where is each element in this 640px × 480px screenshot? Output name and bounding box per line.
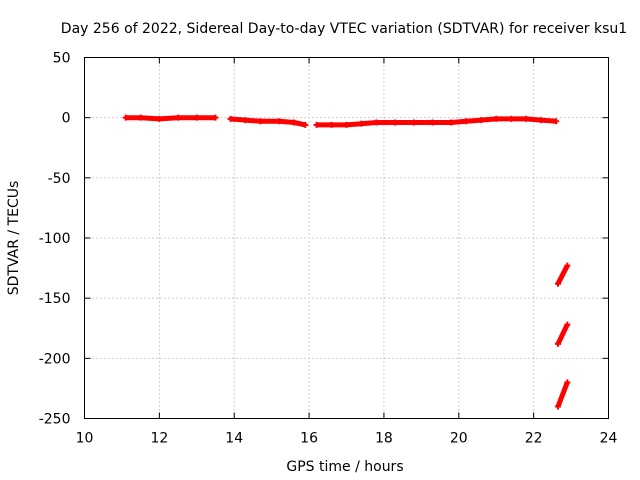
y-tick-label: -150 (39, 291, 71, 307)
series-trace (555, 381, 570, 408)
data-point (227, 115, 234, 122)
x-tick-label: 10 (76, 431, 94, 447)
y-tick-label: -50 (48, 171, 71, 187)
data-point (538, 117, 545, 124)
data-point (463, 118, 470, 125)
data-point (343, 121, 350, 128)
y-tick-labels: 50 0 -50 -100 -150 -200 -250 (39, 51, 71, 428)
series-trace (316, 116, 557, 128)
data-point (302, 121, 309, 128)
data-point (554, 340, 561, 347)
data-point (156, 115, 163, 122)
x-tick-labels: 10 12 14 16 18 20 22 24 (76, 431, 618, 447)
data-point (410, 119, 417, 126)
data-point (358, 120, 365, 127)
y-tick-label: -100 (39, 231, 71, 247)
data-point (508, 115, 515, 122)
data-point (328, 121, 335, 128)
data-point (175, 114, 182, 121)
y-tick-label: -200 (39, 351, 71, 367)
data-point (493, 115, 500, 122)
data-point (212, 114, 219, 121)
data-point (554, 403, 561, 410)
y-tick-label: 0 (62, 111, 71, 127)
data-point (122, 114, 129, 121)
data-point (448, 119, 455, 126)
data-point (313, 121, 320, 128)
x-tick-label: 16 (300, 431, 318, 447)
x-axis-label: GPS time / hours (286, 459, 403, 475)
data-point (291, 119, 298, 126)
data-point (373, 119, 380, 126)
x-tick-label: 18 (375, 431, 393, 447)
data-point (242, 117, 249, 124)
data-point (523, 115, 530, 122)
x-tick-label: 24 (600, 431, 618, 447)
series-trace (555, 323, 570, 345)
data-point (257, 118, 264, 125)
data-point (564, 379, 571, 386)
y-axis-label: SDTVAR / TECUs (6, 181, 22, 296)
series-trace (555, 264, 570, 285)
data-point (193, 114, 200, 121)
data-point (137, 114, 144, 121)
data-point (553, 118, 560, 125)
chart-title: Day 256 of 2022, Sidereal Day-to-day VTE… (61, 21, 627, 37)
data-point (554, 280, 561, 287)
y-tick-label: 50 (53, 51, 71, 67)
data-series (122, 114, 571, 410)
data-point (392, 119, 399, 126)
x-tick-label: 14 (225, 431, 243, 447)
data-point (429, 119, 436, 126)
x-tick-label: 12 (150, 431, 168, 447)
data-point (276, 118, 283, 125)
plot-frame (84, 57, 609, 419)
data-point (564, 262, 571, 269)
x-tick-label: 22 (525, 431, 543, 447)
data-point (564, 321, 571, 328)
y-tick-label: -250 (39, 412, 71, 428)
x-tick-label: 20 (450, 431, 468, 447)
data-point (478, 117, 485, 124)
